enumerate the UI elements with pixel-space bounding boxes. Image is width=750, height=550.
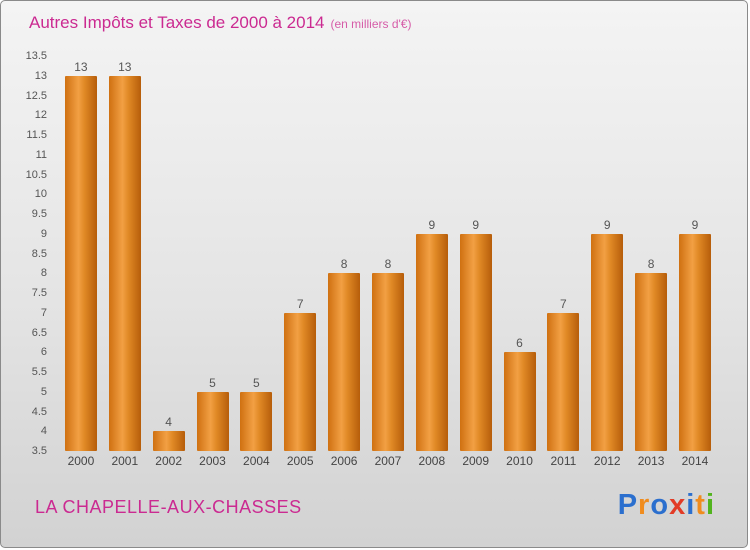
- y-tick-label: 13: [34, 69, 47, 82]
- y-tick-label: 8: [40, 267, 47, 280]
- x-axis-label: 2008: [418, 454, 446, 468]
- y-tick-label: 3.5: [31, 445, 47, 457]
- bar-chart-plot-area: 13 13 4 5 5 7 8 8 9 9 6 7 9 8 9: [59, 56, 717, 451]
- logo-letter: i: [705, 489, 715, 521]
- bar: [635, 273, 668, 451]
- bar-column: 5: [191, 56, 235, 451]
- x-axis-label: 2003: [199, 454, 226, 468]
- bar-value-label: 4: [165, 415, 172, 430]
- logo-letter: r: [638, 489, 651, 521]
- bar-column: 9: [673, 56, 717, 451]
- bar: [503, 352, 536, 451]
- bar-value-label: 8: [340, 257, 348, 272]
- y-tick-label: 12.5: [25, 89, 47, 102]
- y-axis: 13.5 13 12.5 12 11.5 11 10.5 10 9.5 9 8.5 8 7.5 7 6.5 6…: [1, 50, 51, 457]
- bar: [284, 312, 317, 451]
- x-axis-label: 2009: [462, 454, 490, 468]
- bar-column: 6: [498, 56, 542, 451]
- x-axis-label: 2001: [111, 454, 139, 468]
- y-tick-label: 8.5: [31, 247, 47, 260]
- bar-column: 5: [234, 56, 278, 451]
- bar-value-label: 13: [74, 59, 88, 74]
- y-tick-label: 7.5: [31, 287, 47, 299]
- bar: [328, 273, 361, 451]
- logo-letter: o: [650, 489, 670, 521]
- x-axis-label: 2007: [374, 454, 402, 468]
- bar: [371, 273, 404, 451]
- proxiti-logo: Proxiti: [618, 489, 715, 522]
- bar: [152, 431, 185, 451]
- bar: [415, 233, 448, 451]
- x-axis: 2000 2001 2002 2003 2004 2005 2006 2007 2008 2009…: [59, 454, 717, 470]
- y-tick-label: 4: [40, 425, 47, 438]
- y-tick-label: 9: [40, 227, 47, 240]
- y-tick-label: 5.5: [31, 366, 47, 378]
- bar: [240, 391, 273, 451]
- bar: [196, 391, 229, 451]
- x-axis-label: 2002: [155, 454, 182, 468]
- x-axis-label: 2004: [243, 454, 270, 468]
- y-tick-label: 12: [34, 109, 47, 122]
- y-tick-label: 10.5: [25, 168, 47, 181]
- bar: [591, 233, 624, 451]
- bar-column: 9: [454, 56, 498, 451]
- y-tick-label: 6: [40, 346, 47, 359]
- x-axis-label: 2000: [67, 454, 95, 468]
- x-axis-label: 2005: [286, 454, 314, 468]
- logo-letter: t: [695, 489, 706, 521]
- chart-title: Autres Impôts et Taxes de 2000 à 2014: [29, 13, 325, 32]
- x-axis-label: 2014: [681, 454, 709, 468]
- bar-column: 4: [147, 56, 191, 451]
- bar-column: 8: [629, 56, 673, 451]
- y-tick-label: 5: [40, 385, 47, 398]
- x-axis-label: 2013: [637, 454, 665, 468]
- bar-column: 7: [541, 56, 585, 451]
- location-label: LA CHAPELLE-AUX-CHASSES: [35, 497, 302, 517]
- y-tick-label: 11: [35, 148, 47, 161]
- y-tick-label: 7: [40, 306, 47, 319]
- bar-value-label: 5: [209, 375, 216, 390]
- bar-value-label: 7: [296, 296, 304, 311]
- bar: [678, 233, 711, 451]
- bar-value-label: 9: [603, 217, 611, 232]
- bar-column: 9: [410, 56, 454, 451]
- bar-value-label: 8: [384, 257, 392, 272]
- bar-column: 9: [585, 56, 629, 451]
- logo-letter: i: [686, 489, 696, 521]
- x-axis-label: 2011: [550, 454, 577, 468]
- bar-column: 8: [366, 56, 410, 451]
- chart-header: Autres Impôts et Taxes de 2000 à 2014 (en…: [29, 13, 411, 33]
- bar: [459, 233, 492, 451]
- bar-value-label: 7: [560, 296, 567, 311]
- bar-column: 13: [59, 56, 103, 451]
- y-tick-label: 4.5: [31, 405, 47, 418]
- bar-column: 7: [278, 56, 322, 451]
- bar-value-label: 9: [691, 217, 699, 232]
- bar-value-label: 9: [472, 217, 479, 232]
- bar-value-label: 13: [118, 59, 132, 74]
- x-axis-label: 2010: [506, 454, 533, 468]
- chart-subtitle: (en milliers d'€): [330, 17, 412, 31]
- bar-value-label: 9: [428, 217, 436, 232]
- x-axis-label: 2006: [330, 454, 358, 468]
- bar: [547, 312, 580, 451]
- logo-letter: P: [617, 489, 639, 521]
- bar-value-label: 8: [647, 257, 655, 272]
- bar-column: 8: [322, 56, 366, 451]
- bar-value-label: 5: [253, 375, 260, 390]
- bar: [64, 75, 97, 451]
- y-tick-label: 10: [34, 188, 47, 201]
- bar: [108, 75, 141, 451]
- bar-value-label: 6: [516, 336, 523, 351]
- y-tick-label: 9.5: [31, 208, 47, 220]
- y-tick-label: 11.5: [26, 129, 47, 141]
- y-tick-label: 13.5: [25, 50, 47, 62]
- logo-letter: x: [669, 489, 687, 521]
- x-axis-label: 2012: [593, 454, 621, 468]
- bar-column: 13: [103, 56, 147, 451]
- y-tick-label: 6.5: [31, 326, 47, 339]
